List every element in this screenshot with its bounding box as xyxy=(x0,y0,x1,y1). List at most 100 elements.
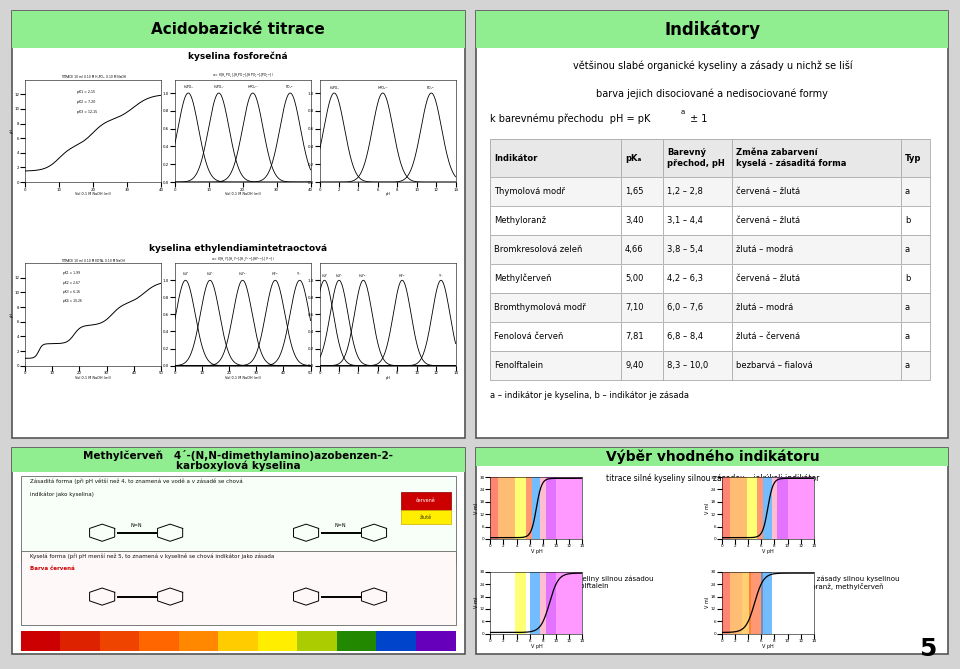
Text: Barevný
přechod, pH: Barevný přechod, pH xyxy=(667,149,725,168)
Text: H₃PO₄: H₃PO₄ xyxy=(183,85,193,89)
Bar xyxy=(732,293,901,322)
Bar xyxy=(491,139,621,177)
Text: červená – žlutá: červená – žlutá xyxy=(736,187,801,196)
Text: Změna zabarvení
kyselá - zásaditá forma: Změna zabarvení kyselá - zásaditá forma xyxy=(736,149,847,168)
Bar xyxy=(20,476,456,563)
Text: Thymolová modř: Thymolová modř xyxy=(494,187,565,196)
Bar xyxy=(621,139,663,177)
Text: a: a xyxy=(904,187,910,196)
Bar xyxy=(901,351,930,380)
Bar xyxy=(491,206,621,235)
Bar xyxy=(621,293,663,322)
Text: pK2 = 2,67: pK2 = 2,67 xyxy=(63,280,80,284)
Text: pK1 = 2,15: pK1 = 2,15 xyxy=(77,90,95,94)
Bar xyxy=(901,235,930,264)
Text: pK4 = 10,26: pK4 = 10,26 xyxy=(63,299,82,303)
Bar xyxy=(516,572,526,634)
Text: a: a xyxy=(904,245,910,254)
Bar xyxy=(530,572,540,634)
Text: a: a xyxy=(904,361,910,370)
Bar xyxy=(747,477,757,539)
Text: Y⁴⁻: Y⁴⁻ xyxy=(298,272,302,276)
Text: 3,1 – 4,4: 3,1 – 4,4 xyxy=(667,216,703,225)
Text: bezbarvá – fialová: bezbarvá – fialová xyxy=(736,361,813,370)
Bar xyxy=(901,264,930,293)
Bar xyxy=(491,293,621,322)
X-axis label: V pH: V pH xyxy=(531,644,542,649)
Text: pKₐ: pKₐ xyxy=(625,154,641,163)
Bar xyxy=(621,351,663,380)
Text: 1,65: 1,65 xyxy=(625,187,643,196)
Text: HY³⁻: HY³⁻ xyxy=(398,274,406,278)
Text: kyselina ethylendiamintetraoctová: kyselina ethylendiamintetraoctová xyxy=(149,244,327,253)
Bar xyxy=(540,572,545,634)
Text: Methyloranž: Methyloranž xyxy=(494,216,546,225)
Text: 5,00: 5,00 xyxy=(625,274,643,283)
Text: Barva červená: Barva červená xyxy=(30,566,74,571)
X-axis label: V pH: V pH xyxy=(762,549,774,554)
Bar xyxy=(621,264,663,293)
Text: H₄Y: H₄Y xyxy=(322,274,327,278)
Text: barva jejich disociované a nedisociované formy: barva jejich disociované a nedisociované… xyxy=(596,88,828,99)
Bar xyxy=(621,206,663,235)
Bar xyxy=(901,293,930,322)
Y-axis label: V ml: V ml xyxy=(474,597,479,608)
Text: H₂Y²⁻: H₂Y²⁻ xyxy=(359,274,368,278)
Text: titrace silné kyseliny silnou zásadou – jakýkoli indikátor: titrace silné kyseliny silnou zásadou – … xyxy=(606,474,819,484)
Text: HPO₄²⁻: HPO₄²⁻ xyxy=(377,86,389,90)
Bar xyxy=(12,448,465,472)
Bar xyxy=(901,139,930,177)
Bar xyxy=(772,477,777,539)
Bar xyxy=(258,631,298,651)
Bar xyxy=(663,351,732,380)
Bar xyxy=(621,322,663,351)
Text: N=N: N=N xyxy=(334,522,346,528)
Bar xyxy=(663,177,732,206)
Bar xyxy=(663,206,732,235)
Bar xyxy=(540,477,545,539)
Bar xyxy=(750,572,763,634)
Text: HY³⁻: HY³⁻ xyxy=(272,272,279,276)
Bar xyxy=(732,177,901,206)
X-axis label: V pH: V pH xyxy=(531,549,542,554)
Title: $\alpha$ = f([H$_3$PO$_4$],[H$_2$PO$_4^-$],[HPO$_4^{2-}$],[PO$_4^{3-}$]): $\alpha$ = f([H$_3$PO$_4$],[H$_2$PO$_4^-… xyxy=(211,71,274,80)
Bar xyxy=(901,235,930,264)
Bar xyxy=(545,477,556,539)
Text: a: a xyxy=(681,108,684,114)
X-axis label: pH: pH xyxy=(385,193,390,197)
Bar xyxy=(901,177,930,206)
Text: H₃PO₄: H₃PO₄ xyxy=(329,86,339,90)
Text: b: b xyxy=(904,216,910,225)
Text: a – indikátor je kyselina, b – indikátor je zásada: a – indikátor je kyselina, b – indikátor… xyxy=(491,391,689,400)
Bar xyxy=(732,322,901,351)
Bar xyxy=(757,477,763,539)
Bar xyxy=(298,631,337,651)
X-axis label: V pH: V pH xyxy=(762,644,774,649)
Bar xyxy=(12,11,465,47)
X-axis label: pH: pH xyxy=(385,376,390,380)
Bar xyxy=(100,631,139,651)
Bar xyxy=(621,293,663,322)
Bar xyxy=(732,177,901,206)
Text: Výběr vhodného indikátoru: Výběr vhodného indikátoru xyxy=(606,450,819,464)
Text: Indikátory: Indikátory xyxy=(664,20,760,39)
Bar xyxy=(761,572,772,634)
Bar xyxy=(901,293,930,322)
Bar xyxy=(621,322,663,351)
Bar xyxy=(663,177,732,206)
Bar xyxy=(732,264,901,293)
Text: 4,2 – 6,3: 4,2 – 6,3 xyxy=(667,274,704,283)
Text: žlutá – červená: žlutá – červená xyxy=(736,332,801,341)
Text: červeně: červeně xyxy=(417,498,436,503)
Bar xyxy=(742,572,751,634)
Text: červená – žlutá: červená – žlutá xyxy=(736,216,801,225)
Bar xyxy=(491,139,621,177)
Bar xyxy=(663,139,732,177)
Bar xyxy=(621,235,663,264)
Text: karboxylová kyselina: karboxylová kyselina xyxy=(176,460,300,470)
Bar xyxy=(491,177,621,206)
Bar xyxy=(901,264,930,293)
Text: pK2 = 7,20: pK2 = 7,20 xyxy=(77,100,95,104)
Bar xyxy=(901,322,930,351)
Text: Zásaditá forma (při pH větší než 4, to znamená ve vodě a v zásadě se chová: Zásaditá forma (při pH větší než 4, to z… xyxy=(30,478,242,484)
